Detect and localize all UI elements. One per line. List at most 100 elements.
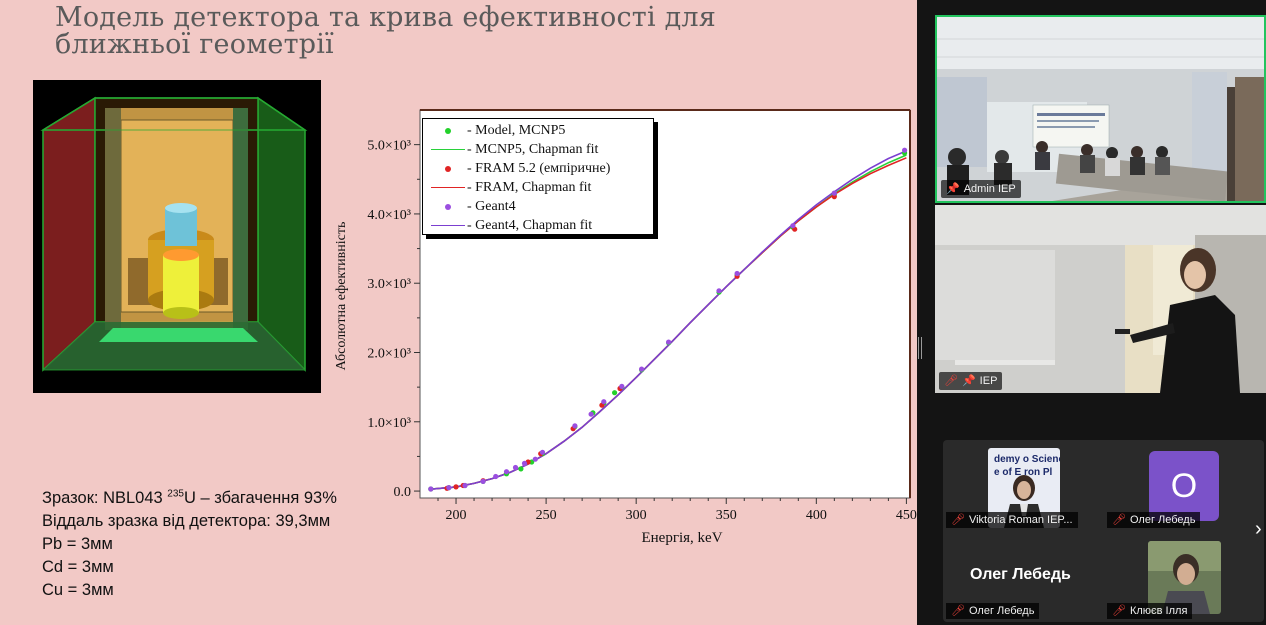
legend-label: - Model, MCNP5 (467, 122, 566, 138)
isotope-mass: 235 (167, 488, 184, 500)
legend-label: - FRAM, Chapman fit (467, 179, 592, 195)
legend-label: - Geant4, Chapman fit (467, 217, 593, 233)
legend-entry: - FRAM, Chapman fit (431, 178, 653, 197)
data-point-4 (428, 486, 434, 492)
x-axis-label: Енергія, keV (641, 530, 722, 546)
data-point-4 (512, 464, 519, 471)
legend-line (431, 178, 465, 197)
y-tick-label: 0.0 (394, 485, 412, 500)
sample-info-line2: Віддаль зразка від детектора: 39,3мм (42, 512, 331, 530)
data-point-4 (480, 478, 486, 484)
conference-room-video (937, 17, 1264, 201)
thumb-label-oleh-2: 🎤︎ Олег Лебедь (946, 603, 1040, 619)
sample-info-line3: Pb = 3мм (42, 535, 113, 553)
detector-model-svg (33, 80, 321, 393)
data-point-4 (539, 449, 546, 455)
data-point-4 (588, 411, 594, 417)
legend-label: - MCNP5, Chapman fit (467, 141, 599, 157)
thumb-label-viktoria: 🎤︎ Viktoria Roman IEP... (946, 512, 1078, 528)
legend-marker (431, 159, 465, 178)
presentation-slide: Модель детектора та крива ефективності д… (0, 0, 917, 625)
legend-entry: - FRAM 5.2 (емпіричне) (431, 159, 653, 178)
data-point-4 (716, 288, 722, 294)
slide-title: Модель детектора та крива ефективності д… (55, 4, 716, 58)
chart-legend: - Model, MCNP5 - MCNP5, Chapman fit - FRAM… (422, 118, 654, 235)
legend-label: - Geant4 (467, 198, 516, 214)
sample-info-line1: Зразок: NBL043 235U – збагачення 93% (42, 487, 337, 510)
thumb-label-oleh: 🎤︎ Олег Лебедь (1107, 512, 1201, 528)
legend-entry: - Geant4, Chapman fit (431, 216, 653, 235)
sample-info-line4: Cd = 3мм (42, 558, 114, 576)
sample-info: Зразок: NBL043 235U – збагачення 93% Від… (42, 487, 337, 602)
x-tick-label: 300 (626, 508, 647, 523)
mic-off-icon: 🎤︎ (951, 605, 965, 617)
name-only-tile[interactable]: Олег Лебедь (970, 566, 1071, 583)
panel-resize-handle[interactable] (918, 337, 922, 359)
svg-text:e of E ron Pl: e of E ron Pl (994, 467, 1053, 478)
data-point-4 (532, 456, 538, 462)
data-point-4 (902, 147, 908, 153)
sample-suffix: U – збагачення 93% (183, 489, 337, 507)
y-tick-label: 5.0×10³ (367, 139, 411, 154)
data-point-4 (666, 339, 672, 345)
mic-off-icon: 🎤︎ (944, 375, 958, 387)
kliuiev-video (1148, 541, 1221, 614)
participant-name: Олег Лебедь (968, 605, 1035, 617)
pin-icon: 📌 (946, 183, 960, 195)
sample-prefix: Зразок: NBL043 (42, 489, 168, 507)
pin-icon: 📌 (961, 375, 976, 387)
x-tick-label: 200 (446, 508, 467, 523)
thumb-kliuiev[interactable] (1148, 541, 1221, 614)
participant-name: Admin IEP (963, 183, 1016, 195)
x-tick-label: 450 (896, 508, 917, 523)
data-point-4 (619, 383, 625, 389)
chevron-right-icon[interactable]: › (1255, 518, 1262, 540)
data-point-4 (572, 423, 578, 429)
data-point-4 (790, 223, 796, 229)
data-point-4 (462, 482, 468, 489)
data-point-2 (453, 484, 459, 490)
mic-off-icon: 🎤︎ (1112, 514, 1126, 526)
data-point-4 (503, 469, 510, 475)
y-axis-label: Абсолютна ефективність (334, 222, 349, 371)
tile-label-iep: 🎤︎ 📌 IEP (939, 372, 1003, 390)
participant-name: Viktoria Roman IEP... (968, 514, 1073, 526)
data-point-4 (493, 473, 499, 480)
participant-name: Клюєв Ілля (1129, 605, 1188, 617)
legend-marker (431, 197, 465, 216)
legend-entry: - Geant4 (431, 197, 653, 216)
data-point-4 (521, 460, 528, 466)
participant-name: IEP (979, 375, 998, 387)
mic-off-icon: 🎤︎ (951, 514, 965, 526)
x-tick-label: 250 (536, 508, 557, 523)
tile-label-admin-iep: 📌 Admin IEP (941, 180, 1021, 198)
video-tile-admin-iep[interactable]: 📌 Admin IEP (935, 15, 1266, 203)
slide-title-line1: Модель детектора та крива ефективності д… (55, 2, 716, 33)
thumb-label-kliuiev: 🎤︎ Клюєв Ілля (1107, 603, 1193, 619)
legend-line (431, 140, 465, 159)
data-point-4 (734, 270, 740, 277)
mic-off-icon: 🎤︎ (1112, 605, 1126, 617)
sample-info-line5: Cu = 3мм (42, 581, 114, 599)
svg-text:demy o Science: demy o Science (994, 454, 1060, 465)
data-point-4 (639, 366, 645, 372)
legend-label: - FRAM 5.2 (емпіричне) (467, 160, 611, 176)
data-point-4 (831, 190, 837, 196)
video-tile-iep[interactable]: 🎤︎ 📌 IEP (935, 205, 1266, 393)
y-tick-label: 1.0×10³ (367, 416, 411, 431)
data-point-0 (529, 459, 535, 465)
data-point-4 (601, 399, 607, 405)
legend-line (431, 216, 465, 235)
data-point-0 (518, 466, 524, 472)
presenter-video (935, 205, 1266, 393)
data-point-0 (612, 390, 618, 396)
avatar[interactable]: O (1149, 451, 1219, 521)
y-tick-label: 4.0×10³ (367, 208, 411, 223)
data-point-4 (446, 485, 452, 491)
x-tick-label: 400 (806, 508, 827, 523)
y-tick-label: 3.0×10³ (367, 277, 411, 292)
legend-entry: - Model, MCNP5 (431, 121, 653, 140)
y-tick-label: 2.0×10³ (367, 347, 411, 362)
x-tick-label: 350 (716, 508, 737, 523)
legend-marker (431, 121, 465, 140)
